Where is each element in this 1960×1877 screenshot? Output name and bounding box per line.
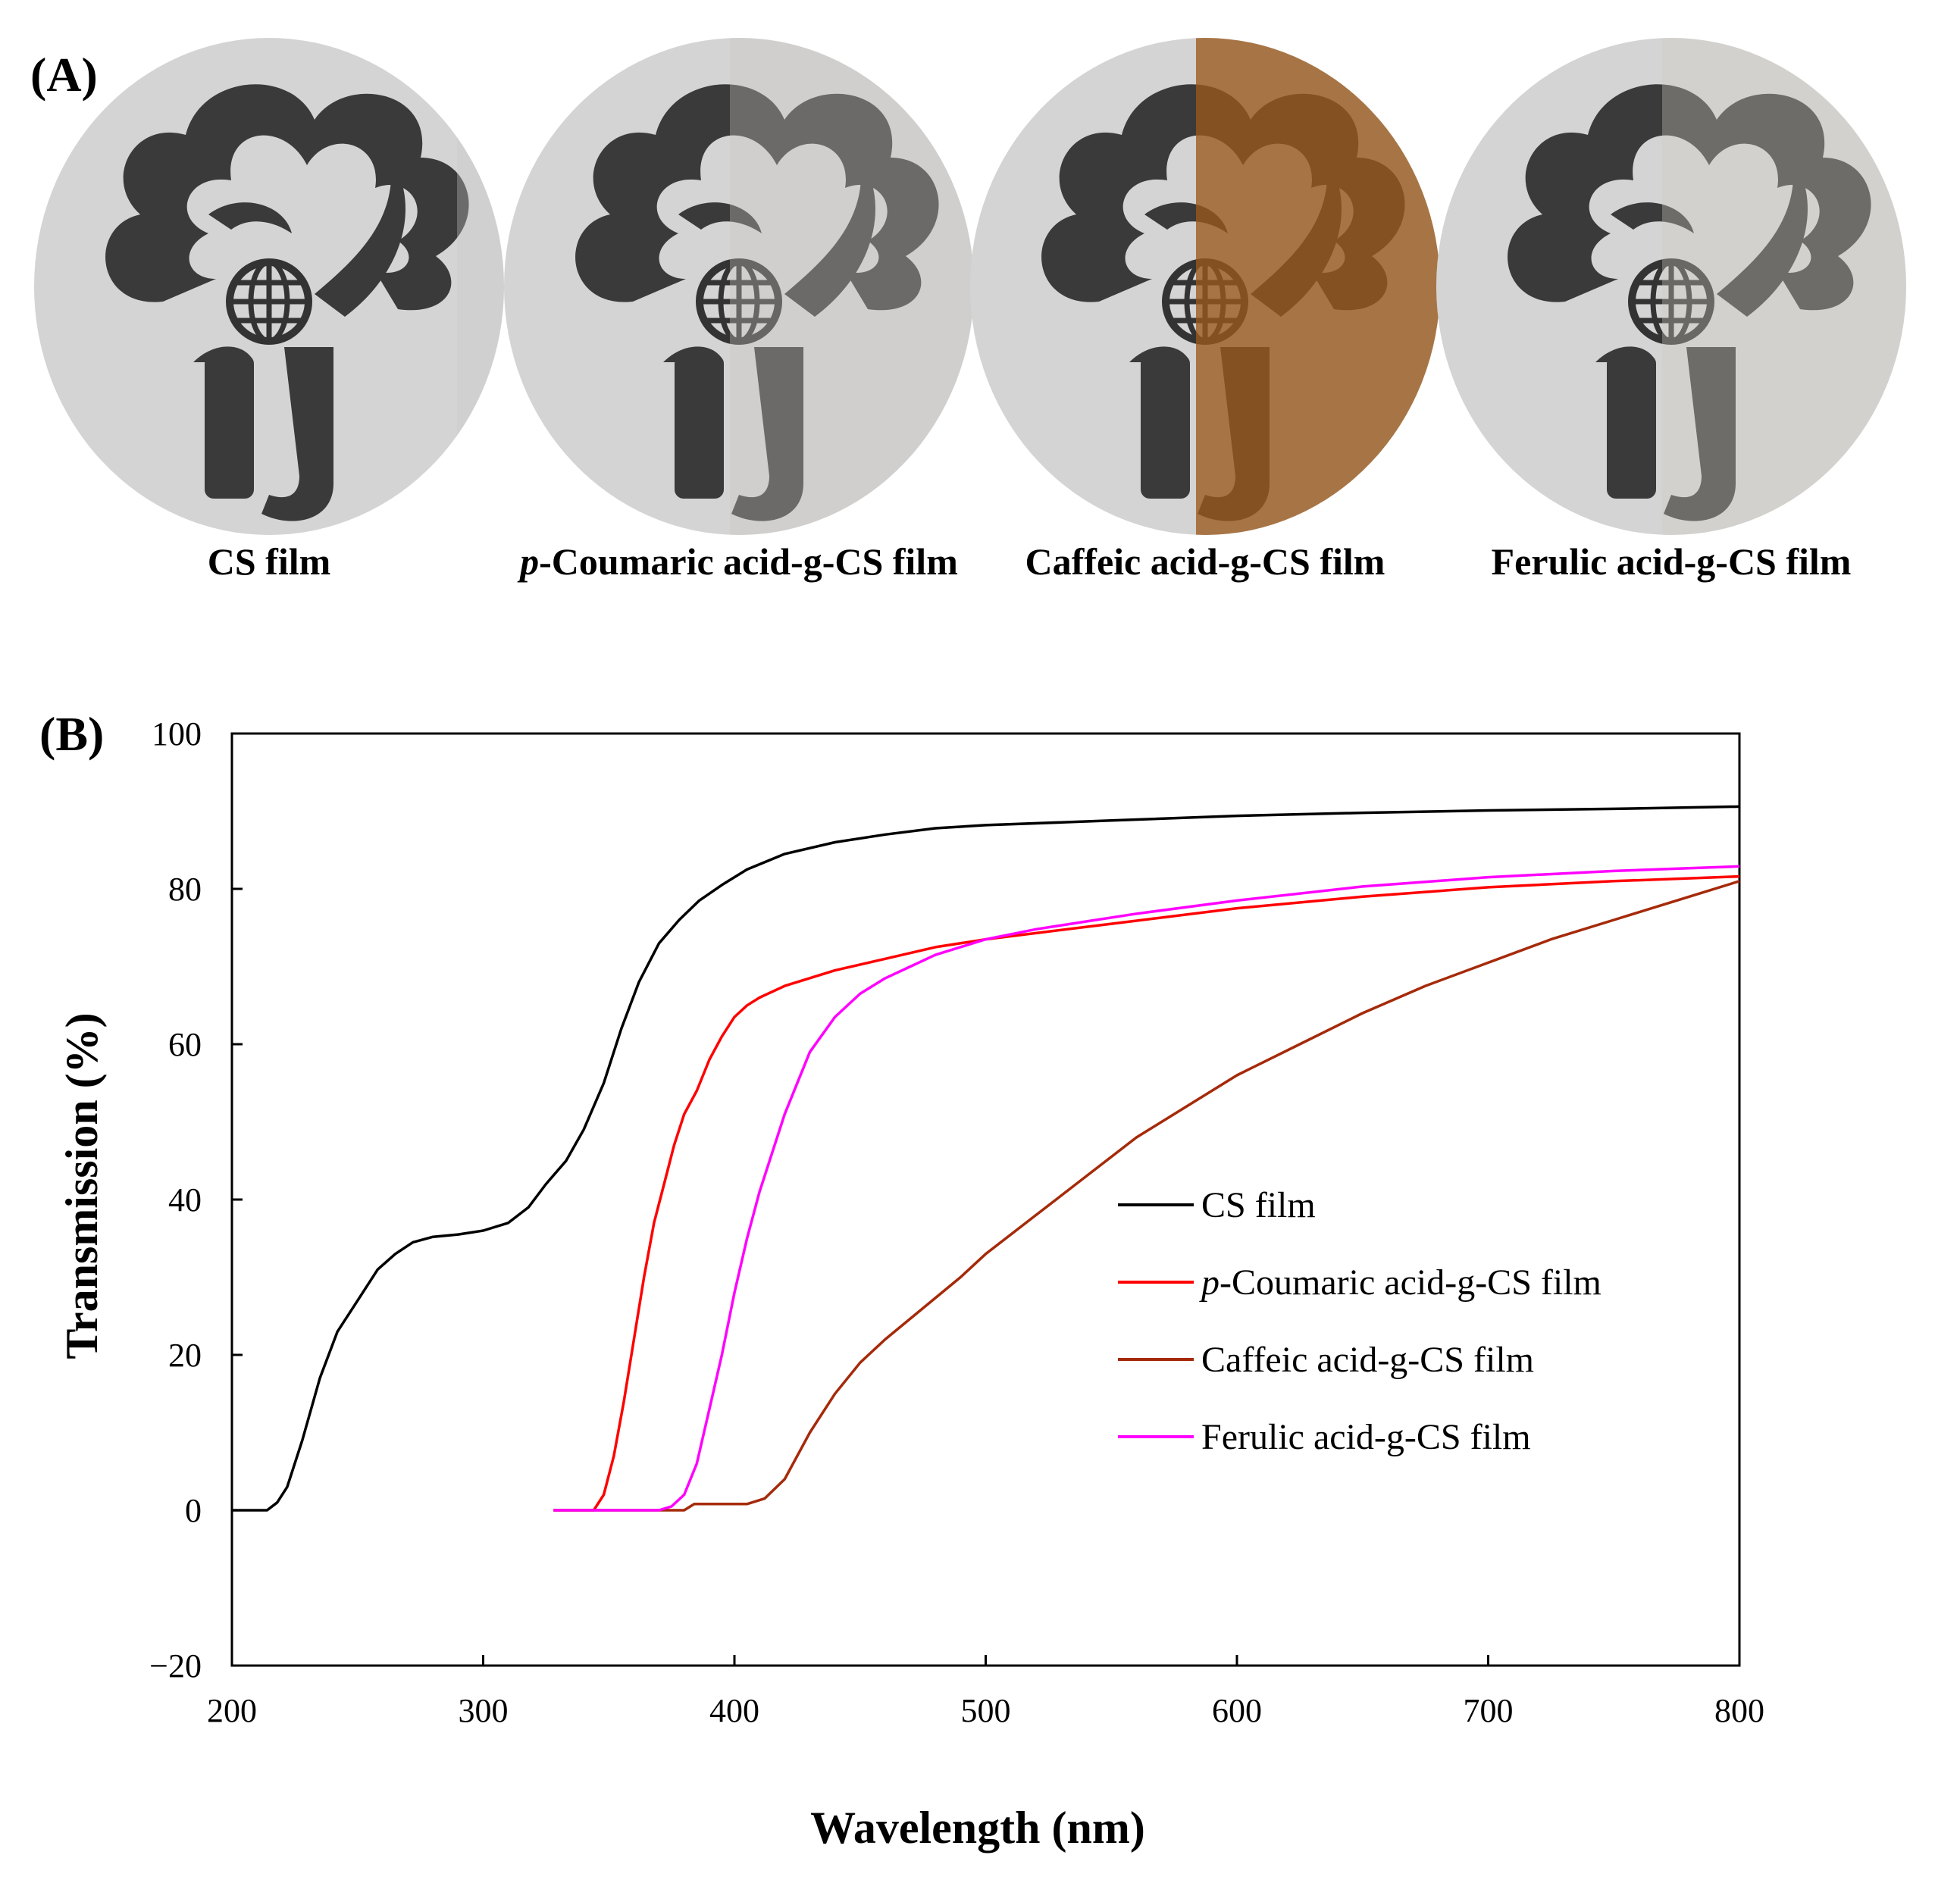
film-photo <box>969 36 1442 537</box>
film-photo <box>503 36 975 537</box>
series-line <box>553 874 1740 1512</box>
y-tick-label: 80 <box>168 871 202 908</box>
film-caption: CS film <box>11 540 527 583</box>
legend-label-prefix: p <box>1199 1262 1220 1303</box>
series-line <box>232 805 1740 1512</box>
caption-text: CS film <box>207 540 331 583</box>
x-tick-label: 600 <box>1212 1692 1262 1729</box>
legend-label: Ferulic acid-g-CS film <box>1201 1417 1531 1457</box>
film-photo <box>33 36 506 537</box>
series-line <box>553 880 1740 1512</box>
y-tick-label: 20 <box>168 1337 202 1374</box>
film-caption: Caffeic acid-g-CS film <box>947 540 1463 583</box>
film-photo <box>1435 36 1908 537</box>
legend-label-text: Ferulic acid-g-CS film <box>1201 1417 1531 1457</box>
panel-b-label: (B) <box>39 707 105 761</box>
x-tick-label: 800 <box>1714 1692 1764 1729</box>
x-tick-label: 700 <box>1464 1692 1514 1729</box>
film-caption: p-Coumaric acid-g-CS film <box>481 540 997 583</box>
y-tick-label: 0 <box>185 1492 202 1529</box>
caption-text: -Coumaric acid-g-CS film <box>539 540 958 583</box>
chart-axes: 200 300 400 500 600 700 800 −20 0 20 40 60 80 100 <box>149 715 1764 1729</box>
y-tick-label: 100 <box>152 715 202 752</box>
legend-label: Caffeic acid-g-CS film <box>1201 1340 1534 1380</box>
film-caption: Ferulic acid-g-CS film <box>1414 540 1929 583</box>
chart-series <box>232 805 1740 1512</box>
x-axis-title: Wavelength (nm) <box>810 1803 1145 1853</box>
panel-a-label: (A) <box>30 48 98 102</box>
legend-label-text: Caffeic acid-g-CS film <box>1201 1340 1534 1380</box>
legend-label-text: -Coumaric acid-g-CS film <box>1220 1262 1602 1303</box>
plot-frame <box>230 732 1741 1667</box>
series-line <box>553 865 1740 1512</box>
caption-text: Ferulic acid-g-CS film <box>1491 540 1852 583</box>
x-tick-label: 400 <box>709 1692 759 1729</box>
x-tick-label: 200 <box>207 1692 257 1729</box>
legend-label: p-Coumaric acid-g-CS film <box>1199 1262 1602 1303</box>
film-logo-image <box>970 38 1440 535</box>
y-axis-title: Transmission (%) <box>57 1012 107 1359</box>
chart-legend: CS film p-Coumaric acid-g-CS film Caffeic … <box>1118 1185 1602 1457</box>
film-logo-image <box>504 38 974 535</box>
caption-text: Caffeic acid-g-CS film <box>1025 540 1385 583</box>
x-tick-label: 300 <box>459 1692 509 1729</box>
film-logo-image <box>34 38 504 535</box>
y-tick-label: −20 <box>149 1647 202 1685</box>
caption-prefix: p <box>520 540 540 583</box>
y-tick-label: 40 <box>168 1181 202 1218</box>
legend-label: CS film <box>1201 1185 1316 1225</box>
y-tick-label: 60 <box>168 1026 202 1063</box>
x-tick-label: 500 <box>961 1692 1011 1729</box>
legend-label-text: CS film <box>1201 1185 1316 1225</box>
film-logo-image <box>1436 38 1906 535</box>
